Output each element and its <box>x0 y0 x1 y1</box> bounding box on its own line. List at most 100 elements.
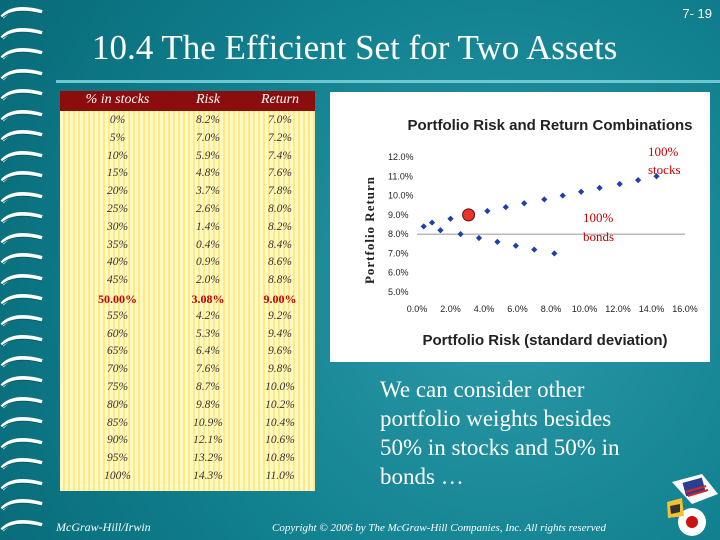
data-point <box>437 227 444 234</box>
data-point <box>484 207 491 215</box>
x-tick-label: 2.0% <box>440 304 461 314</box>
cell-return: 9.8% <box>268 363 292 376</box>
cell-return: 8.8% <box>268 274 292 287</box>
data-point <box>541 196 548 203</box>
cell-return: 7.2% <box>268 131 292 144</box>
cell-return: 7.6% <box>268 167 292 180</box>
binding-ring <box>0 129 44 143</box>
data-point <box>551 250 558 257</box>
binding-ring <box>0 47 44 61</box>
cell-return: 7.4% <box>268 149 292 162</box>
cell-return: 9.00% <box>263 292 297 306</box>
cell-risk: 2.0% <box>196 274 220 287</box>
body-text: We can consider other portfolio weights … <box>380 377 620 489</box>
header-pct-stocks: % in stocks <box>85 92 150 107</box>
cell-risk: 3.7% <box>196 185 220 198</box>
portfolio-weights-table: % in stocks Risk Return 0% 8.2% 7.0% 5% 7.0%… <box>60 91 315 491</box>
binding-ring <box>0 88 44 102</box>
cell-return: 10.8% <box>265 452 295 465</box>
data-point <box>521 200 528 207</box>
binding-ring <box>0 191 44 205</box>
y-tick-label: 5.0% <box>388 287 409 297</box>
x-tick-label: 4.0% <box>474 304 495 314</box>
binding-ring <box>0 293 44 307</box>
cell-risk: 8.2% <box>196 114 220 126</box>
cell-pct-stocks: 20% <box>106 185 129 198</box>
cell-pct-stocks: 0% <box>109 114 126 126</box>
x-axis-label: Portfolio Risk (standard deviation) <box>422 332 667 349</box>
cell-pct-stocks: 95% <box>106 452 129 465</box>
cell-pct-stocks: 50.00% <box>98 292 137 306</box>
cell-pct-stocks: 100% <box>104 470 131 482</box>
binding-ring <box>0 273 44 287</box>
binding-ring <box>0 252 44 266</box>
binding-ring <box>0 170 44 184</box>
binding-ring <box>0 68 44 82</box>
highlight-point-50-50 <box>462 208 476 222</box>
cell-pct-stocks: 35% <box>106 238 129 251</box>
data-point <box>512 242 519 249</box>
cell-risk: 0.4% <box>196 238 220 251</box>
header-risk: Risk <box>195 92 221 107</box>
y-tick-label: 6.0% <box>388 268 409 278</box>
cell-return: 7.0% <box>268 114 292 126</box>
cell-pct-stocks: 10% <box>106 149 129 162</box>
binding-ring <box>0 211 44 225</box>
binding-ring <box>0 109 44 123</box>
cell-risk: 5.9% <box>196 149 220 162</box>
binding-ring <box>0 27 44 41</box>
flags-logo-icon <box>667 474 718 536</box>
cell-return: 9.2% <box>268 309 292 322</box>
cell-pct-stocks: 40% <box>106 256 129 269</box>
binding-ring <box>0 375 44 389</box>
cell-return: 8.6% <box>268 256 292 269</box>
cell-pct-stocks: 25% <box>106 203 129 215</box>
binding-ring <box>0 437 44 451</box>
y-tick-label: 9.0% <box>388 210 409 220</box>
x-tick-label: 14.0% <box>639 304 665 314</box>
cell-pct-stocks: 30% <box>106 220 129 233</box>
annotation-stocks-line1: 100% <box>648 144 679 159</box>
data-point <box>475 234 483 242</box>
data-point <box>447 215 454 222</box>
cell-pct-stocks: 80% <box>106 398 129 411</box>
x-tick-label: 8.0% <box>541 304 562 314</box>
cell-return: 10.4% <box>265 416 295 429</box>
cell-return: 11.0% <box>265 470 295 482</box>
binding-ring <box>0 457 44 471</box>
y-tick-label: 10.0% <box>388 191 414 201</box>
spiral-binding-decoration <box>0 0 48 540</box>
y-tick-label: 11.0% <box>388 171 413 181</box>
binding-ring <box>0 6 44 20</box>
cell-risk: 2.6% <box>196 203 220 215</box>
cell-return: 8.2% <box>268 220 292 233</box>
y-tick-label: 8.0% <box>388 229 409 239</box>
data-point <box>428 219 436 226</box>
y-axis-label: Portfolio Return <box>362 176 377 284</box>
y-tick-label: 12.0% <box>388 152 414 162</box>
binding-ring <box>0 498 44 512</box>
annotation-stocks-line2: stocks <box>648 162 681 177</box>
y-tick-label: 7.0% <box>388 248 409 258</box>
cell-return: 8.4% <box>268 238 292 251</box>
cell-risk: 8.7% <box>196 381 220 393</box>
x-tick-label: 0.0% <box>407 304 428 314</box>
cell-pct-stocks: 15% <box>106 167 129 180</box>
cell-pct-stocks: 5% <box>109 131 126 144</box>
binding-ring <box>0 334 44 348</box>
data-point <box>578 188 585 195</box>
binding-ring <box>0 478 44 492</box>
x-tick-label: 6.0% <box>507 304 528 314</box>
binding-ring <box>0 416 44 430</box>
cell-risk: 4.2% <box>196 309 220 322</box>
annotation-bonds-line1: 100% <box>583 210 614 225</box>
cell-pct-stocks: 65% <box>106 345 129 358</box>
binding-ring <box>0 396 44 410</box>
cell-risk: 6.4% <box>196 345 220 358</box>
cell-risk: 13.2% <box>193 452 223 465</box>
slide-number: 7- 19 <box>682 6 712 21</box>
cell-pct-stocks: 70% <box>106 363 129 376</box>
binding-ring <box>0 355 44 369</box>
data-point <box>559 192 566 199</box>
binding-ring <box>0 314 44 328</box>
